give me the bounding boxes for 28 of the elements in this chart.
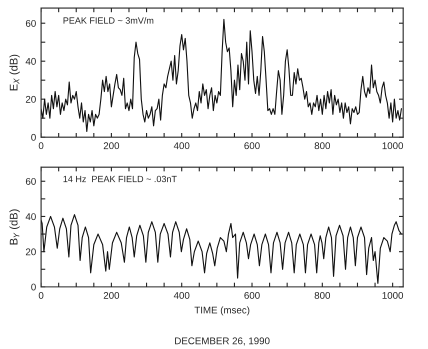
x-axis-title: TIME (msec) bbox=[194, 306, 250, 316]
annotation: PEAK FIELD ~ 3mV/m bbox=[64, 17, 154, 24]
text: DECEMBER 26, 1990 bbox=[175, 337, 270, 346]
y-tick-label: 20 bbox=[26, 248, 36, 256]
y-tick-label: 0 bbox=[31, 284, 36, 290]
x-tick-label: 1000 bbox=[382, 142, 404, 150]
x-tick-label: 800 bbox=[314, 292, 330, 299]
y-tick-label: 60 bbox=[26, 178, 36, 185]
y-tick-label: 40 bbox=[26, 58, 36, 65]
y-axis-title: E$_{X}$ (dB) bbox=[9, 54, 20, 90]
x-tick-label: 400 bbox=[174, 292, 190, 299]
x-tick-label: 200 bbox=[104, 142, 120, 150]
x-tick-label: 600 bbox=[244, 142, 260, 150]
annotation: 14 Hz PEAK FIELD ~ .03nT bbox=[64, 176, 177, 182]
x-tick-label: 800 bbox=[314, 142, 330, 150]
x-tick-label: 0 bbox=[38, 292, 44, 299]
y-tick-label: 20 bbox=[26, 96, 36, 103]
y-tick-label: 0 bbox=[31, 134, 36, 141]
y-tick-label: 60 bbox=[26, 20, 36, 27]
y-tick-label: 40 bbox=[26, 213, 36, 220]
y-axis-title: B$_{Y}$ (dB) bbox=[9, 209, 20, 244]
line-series bbox=[41, 18, 402, 132]
x-tick-label: 400 bbox=[174, 142, 190, 150]
x-tick-label: 0 bbox=[38, 142, 44, 150]
line-series bbox=[41, 214, 402, 284]
x-tick-label: 600 bbox=[244, 292, 260, 299]
x-tick-label: 1000 bbox=[382, 292, 404, 299]
x-tick-label: 200 bbox=[104, 292, 120, 299]
